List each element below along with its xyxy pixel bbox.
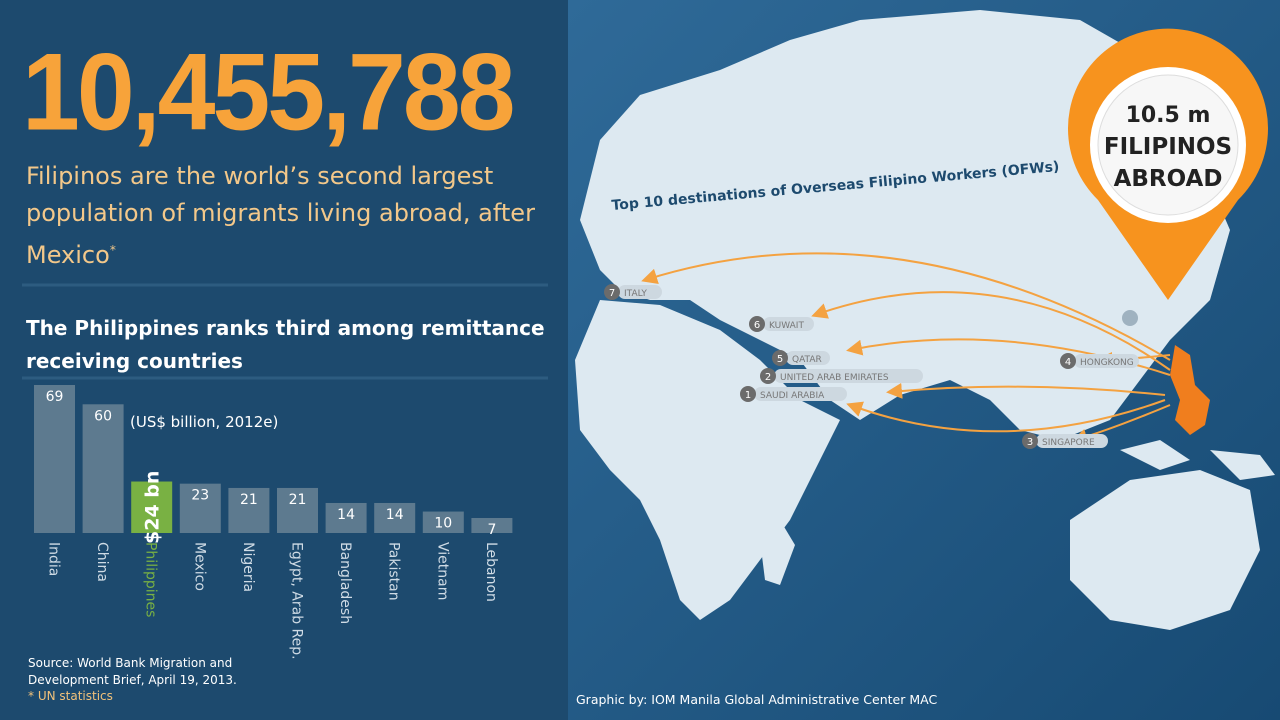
rank: 2	[765, 372, 771, 383]
x-tick-label: India	[46, 542, 62, 576]
destination: SINGAPORE	[1042, 438, 1095, 448]
x-tick-label: Egypt, Arab Rep.	[289, 542, 305, 660]
destination: UNITED ARAB EMIRATES	[780, 373, 889, 383]
value-label: 10	[434, 516, 452, 532]
value-label: 14	[337, 507, 355, 523]
value-label: 14	[386, 507, 404, 523]
x-tick-label: Pakistan	[386, 542, 402, 601]
destination-pill	[1036, 434, 1108, 448]
rank-badge	[760, 368, 776, 384]
rank-badge	[772, 350, 788, 366]
value-label: 21	[240, 492, 258, 508]
x-tick-label: China	[94, 542, 110, 582]
rank: 3	[1027, 437, 1033, 448]
x-tick-label: Philippines	[143, 542, 159, 617]
rank-badge	[604, 284, 620, 300]
value-label: 21	[289, 492, 307, 508]
bar	[422, 511, 464, 533]
bar	[471, 517, 513, 533]
rank: 7	[609, 288, 615, 299]
x-tick-label: Bangladesh	[337, 542, 353, 624]
philippines	[1170, 345, 1210, 435]
rank: 1	[745, 390, 751, 401]
bar	[131, 481, 173, 533]
destination-pill	[763, 317, 814, 331]
pin	[1068, 28, 1268, 300]
rank-badge	[740, 386, 756, 402]
chart-title: The Philippines ranks third among remitt…	[26, 316, 545, 373]
bar	[34, 384, 75, 533]
x-tick-label: Vietnam	[434, 542, 450, 600]
destination: QATAR	[792, 355, 822, 365]
destination-pill	[786, 351, 830, 365]
credit: Graphic by: IOM Manila Global Administra…	[576, 692, 938, 707]
source: Source: World Bank Migration and Develop…	[28, 656, 237, 687]
x-tick-label: Nigeria	[240, 542, 256, 592]
footnote: * UN statistics	[28, 689, 113, 703]
rank-badge	[749, 316, 765, 332]
subtitle: Filipinos are the world’s second largest…	[26, 158, 546, 274]
unit-note: (US$ billion, 2012e)	[130, 413, 278, 431]
value-label: 60	[94, 408, 112, 424]
bar	[374, 502, 416, 533]
destination: SAUDI ARABIA	[760, 391, 825, 401]
destination: ITALY	[624, 289, 647, 299]
destination-pill	[618, 285, 662, 299]
value-label: $24 bn	[142, 471, 164, 544]
value-label: 23	[191, 488, 209, 504]
left-panel	[0, 0, 568, 720]
rank-badge	[1022, 433, 1038, 449]
bar	[228, 487, 270, 533]
marker	[1122, 310, 1138, 326]
value-label: 7	[487, 522, 496, 538]
value-label: 69	[46, 389, 64, 405]
bar	[179, 483, 221, 533]
pin-text: 10.5 m	[1126, 103, 1211, 128]
subtitle-mark: *	[109, 243, 116, 257]
pin-text: ABROAD	[1114, 166, 1223, 192]
destination-pill	[774, 369, 923, 383]
destination: HONGKONG	[1080, 358, 1134, 368]
rank: 5	[777, 354, 783, 365]
x-tick-label: Lebanon	[483, 542, 499, 602]
rank: 6	[754, 320, 760, 331]
pin-text: FILIPINOS	[1104, 134, 1232, 160]
destination: KUWAIT	[769, 321, 804, 331]
destination-pill	[754, 387, 847, 401]
rank: 4	[1065, 357, 1071, 368]
bar	[325, 502, 367, 533]
bar	[277, 487, 318, 533]
rank-badge	[1060, 353, 1076, 369]
bar	[82, 404, 124, 533]
destination-pill	[1074, 354, 1139, 368]
headline: 10,455,788	[22, 32, 516, 154]
x-tick-label: Mexico	[191, 542, 207, 591]
subtitle-text: Filipinos are the world’s second largest…	[26, 162, 535, 269]
